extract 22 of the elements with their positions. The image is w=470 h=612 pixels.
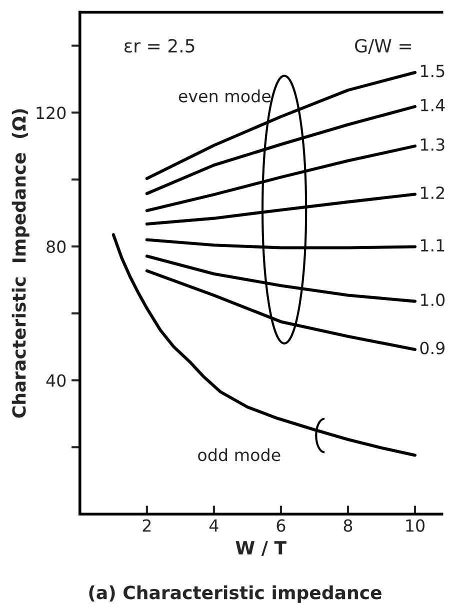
x-tick-label: 6 [276,519,286,532]
x-tick-label: 8 [344,519,352,532]
x-axis-title: W / T [236,541,286,556]
series-label: 1.4 [420,99,445,112]
annotation: even mode [178,89,271,102]
text: (a) Characteristic impedance [89,585,382,603]
series-label: 1.2 [420,186,444,199]
y-axis-title: Characteristic Impedance (Ω) [12,109,30,418]
annotation: εr = 2.5 [124,38,194,53]
x-tick-label: 4 [209,519,218,532]
series-label: 0.9 [420,342,444,354]
annotation: G/W = [355,38,411,54]
series-label: 1.5 [420,64,444,78]
series-label: 1.3 [420,138,444,151]
series-label: 1.1 [420,239,444,252]
y-tick-label: 80 [46,240,66,253]
x-tick-label: 2 [142,519,151,532]
series-label: 1.0 [420,294,445,306]
x-tick-label: 10 [406,519,424,532]
y-tick-label: 120 [36,106,66,120]
y-tick-label: 40 [46,374,66,387]
annotation: odd mode [198,448,280,462]
